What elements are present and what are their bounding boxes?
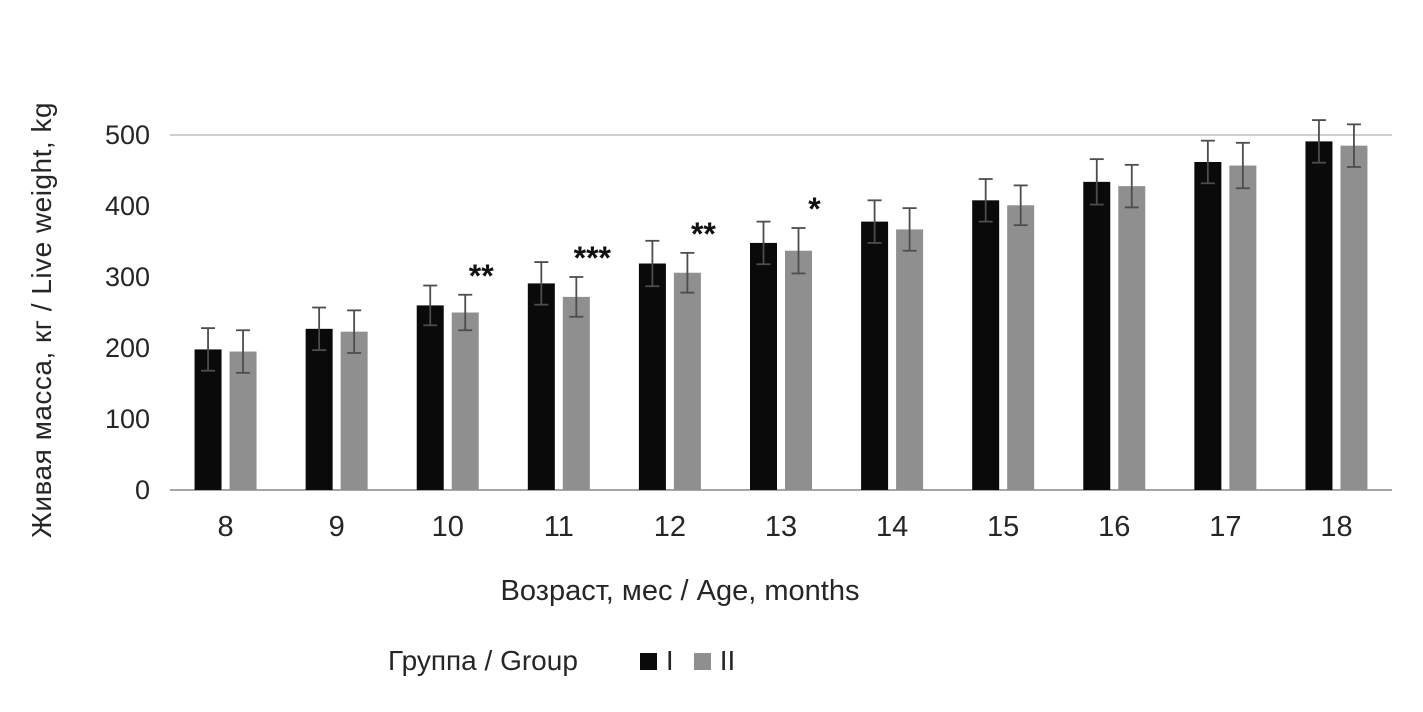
- x-tick-label-9: 9: [329, 511, 345, 543]
- x-tick-label-16: 16: [1098, 511, 1130, 543]
- bar-II-8: [229, 351, 257, 490]
- bar-I-17: [1194, 161, 1222, 491]
- bar-II-14: [896, 229, 924, 490]
- legend-item-I: I: [639, 645, 674, 677]
- bar-I-13: [750, 242, 777, 490]
- x-tick-label-10: 10: [432, 511, 464, 543]
- legend-swatch-I: [639, 652, 657, 670]
- x-tick-label-17: 17: [1209, 511, 1241, 543]
- significance-star-13: *: [808, 191, 821, 227]
- bar-II-16: [1118, 186, 1146, 490]
- legend: Группа / Group I II: [388, 645, 735, 677]
- x-tick-label-12: 12: [654, 511, 686, 543]
- y-tick-label: 500: [105, 120, 150, 150]
- significance-star-12: **: [691, 216, 716, 252]
- bar-II-11: [562, 296, 590, 490]
- legend-item-II: II: [693, 645, 736, 677]
- x-tick-label-8: 8: [217, 511, 233, 543]
- bar-I-14: [861, 221, 889, 490]
- bar-I-18: [1305, 141, 1333, 490]
- bar-II-12: [673, 272, 701, 490]
- y-tick-label: 0: [135, 475, 150, 505]
- bar-I-8: [194, 349, 222, 490]
- x-tick-label-14: 14: [876, 511, 908, 543]
- bar-II-15: [1007, 205, 1035, 491]
- legend-swatch-II: [693, 652, 711, 670]
- y-tick-label: 100: [105, 404, 150, 434]
- x-tick-label-15: 15: [987, 511, 1019, 543]
- legend-title: Группа / Group: [388, 645, 578, 676]
- x-tick-label-18: 18: [1320, 511, 1352, 543]
- legend-items: I II: [639, 645, 736, 677]
- bar-II-18: [1340, 145, 1368, 490]
- y-tick-label: 200: [105, 333, 150, 363]
- y-tick-label: 300: [105, 262, 150, 292]
- legend-label-I: I: [665, 645, 674, 676]
- bar-II-13: [785, 250, 812, 490]
- bar-I-11: [527, 283, 555, 490]
- bar-II-9: [340, 331, 368, 490]
- x-axis-title: Возраст, мес / Age, months: [500, 575, 860, 607]
- bar-I-15: [972, 200, 1000, 490]
- bar-I-9: [305, 328, 333, 490]
- y-tick-label: 400: [105, 191, 150, 221]
- significance-star-11: ***: [574, 240, 612, 276]
- bar-II-10: [451, 312, 479, 490]
- bar-I-10: [416, 305, 444, 490]
- x-tick-label-11: 11: [544, 511, 574, 543]
- legend-label-II: II: [719, 645, 736, 676]
- x-tick-label-13: 13: [765, 511, 797, 543]
- bar-I-16: [1083, 181, 1111, 491]
- bar-I-12: [638, 263, 666, 490]
- significance-star-10: **: [469, 258, 494, 294]
- bar-II-17: [1229, 165, 1257, 490]
